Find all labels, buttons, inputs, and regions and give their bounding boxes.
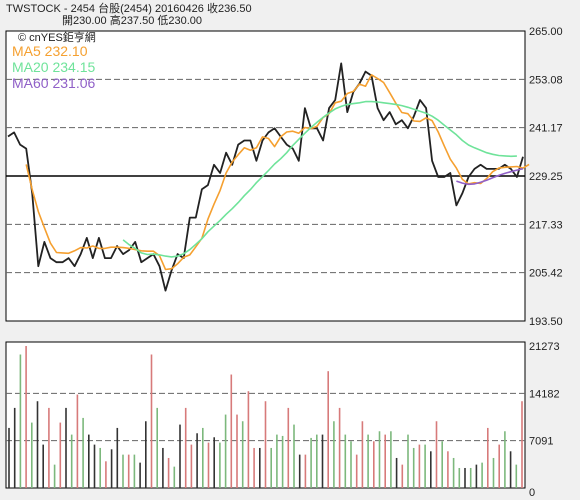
price-tick-label: 241.17 xyxy=(529,123,563,135)
price-tick-label: 265.00 xyxy=(529,26,563,38)
close-line xyxy=(7,62,524,292)
header-line-2: 開230.00 高237.50 低230.00 xyxy=(62,13,202,27)
ma20-line xyxy=(122,100,517,258)
volume-bars xyxy=(8,346,523,488)
price-tick-label: 205.42 xyxy=(529,268,563,280)
legend-ma20: MA20 234.15 xyxy=(12,59,95,75)
legend-ma60: MA60 231.06 xyxy=(12,75,95,91)
header-line-1: TWSTOCK - 2454 台股(2454) 20160426 收236.50 xyxy=(6,1,252,15)
volume-tick-label: 7091 xyxy=(529,436,553,448)
volume-tick-label: 0 xyxy=(529,487,535,499)
volume-tick-label: 21273 xyxy=(529,341,560,353)
price-tick-label: 217.33 xyxy=(529,219,563,231)
volume-tick-label: 14182 xyxy=(529,388,560,400)
volume-axis: 21273 14182 7091 0 xyxy=(529,341,560,499)
volume-grid xyxy=(6,392,525,442)
price-axis: 265.00 253.08 241.17 229.25 217.33 205.42 193.… xyxy=(529,26,563,328)
legend-ma5: MA5 232.10 xyxy=(12,43,88,59)
ma60-line xyxy=(456,167,524,186)
price-tick-label: 229.25 xyxy=(529,171,563,183)
watermark: © cnYES鉅亨網 xyxy=(18,30,96,44)
ma5-line xyxy=(25,74,530,271)
price-tick-label: 193.50 xyxy=(529,316,563,328)
price-tick-label: 253.08 xyxy=(529,74,563,86)
price-series xyxy=(7,62,530,292)
